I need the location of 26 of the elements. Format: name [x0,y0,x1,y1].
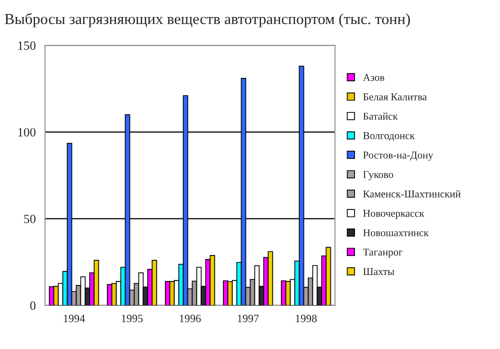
legend-label: Белая Калитва [363,93,427,100]
legend-label: Новошахтинск [363,229,429,236]
y-tick-label: 0 [30,301,36,310]
legend-label: Каменск-Шахтинский [363,190,461,198]
bar [326,246,332,306]
x-tick-label: 1996 [180,314,201,322]
x-tick-label: 1995 [122,314,143,322]
legend-label: Новочеркасск [363,210,424,219]
bar [94,260,100,306]
x-tick-label: 1997 [238,314,259,322]
chart-title: Выбросы загрязняющих веществ автотранспортом (тыс. тонн) [4,13,410,28]
legend-label: Шахты [363,268,394,276]
y-tick-label: 50 [24,214,36,224]
legend-label: Батайск [363,112,398,120]
legend-label: Гуково [363,171,394,180]
bar [152,260,158,306]
bar [210,255,216,306]
legend-label: Азов [363,74,384,81]
x-tick-label: 1998 [296,314,317,322]
legend-label: Ростов-на-Дону [363,152,434,161]
y-tick-label: 100 [18,128,36,136]
y-tick-label: 150 [18,41,36,50]
legend-label: Волгодонск [363,132,415,142]
x-tick-label: 1994 [64,314,85,322]
bar [268,251,274,306]
legend-label: Таганрог [363,248,403,258]
